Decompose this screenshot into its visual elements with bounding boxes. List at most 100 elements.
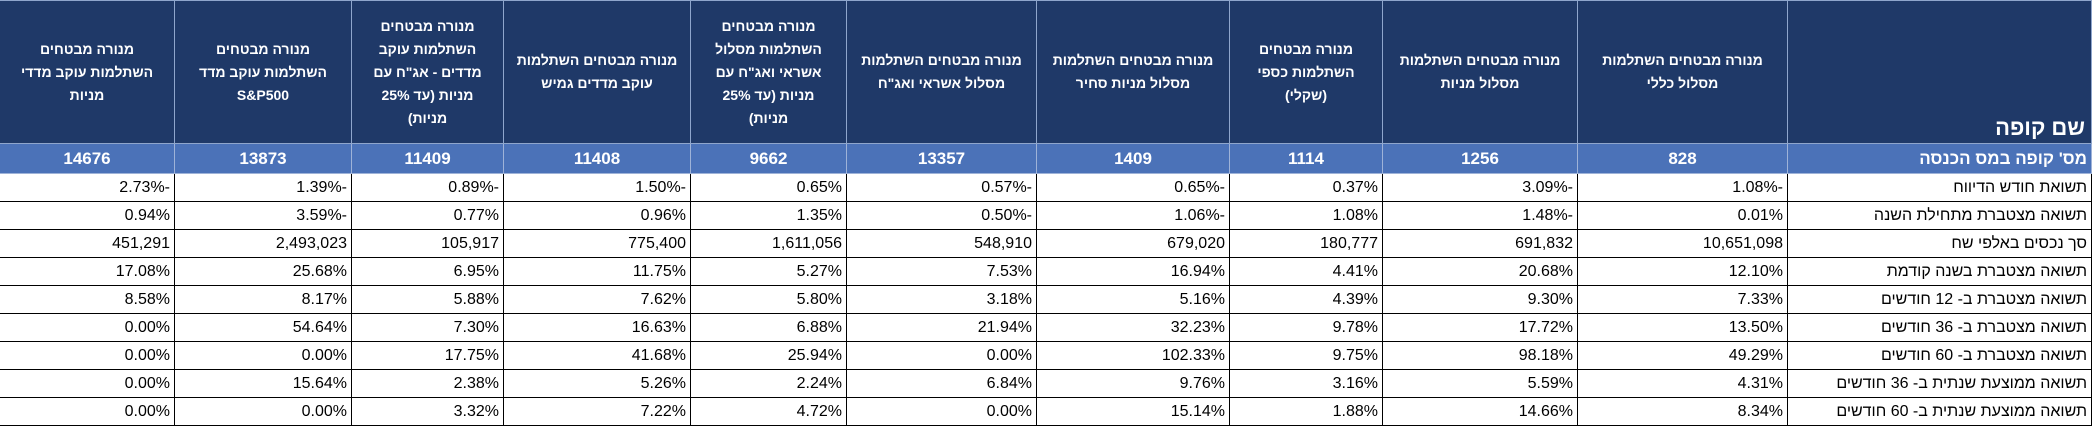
cell-value: 15.14% <box>1036 397 1230 426</box>
fund-number: 1256 <box>1382 143 1578 174</box>
fund-number: 13357 <box>846 143 1037 174</box>
cell-value: 25.68% <box>174 257 352 286</box>
cell-value: 10,651,098 <box>1577 229 1788 258</box>
cell-value: 5.59% <box>1382 369 1578 398</box>
cell-value: 102.33% <box>1036 341 1230 370</box>
cell-value: -3.59% <box>174 201 352 230</box>
cell-value: 0.00% <box>174 397 352 426</box>
cell-value: 2.24% <box>690 369 847 398</box>
row-label: תשואה מצטברת ב- 60 חודשים <box>1787 341 2092 370</box>
fund-number: 11408 <box>503 143 691 174</box>
cell-value: 0.00% <box>846 341 1037 370</box>
data-row: תשואת חודש הדיווח -1.08% -3.09% 0.37% -0.65%… <box>0 173 2092 202</box>
cell-value: 0.65% <box>690 173 847 202</box>
cell-value: 17.08% <box>0 257 175 286</box>
cell-value: 775,400 <box>503 229 691 258</box>
cell-value: -3.09% <box>1382 173 1578 202</box>
cell-value: 5.80% <box>690 285 847 314</box>
cell-value: 451,291 <box>0 229 175 258</box>
cell-value: -2.73% <box>0 173 175 202</box>
cell-value: 7.22% <box>503 397 691 426</box>
row-label: תשואת חודש הדיווח <box>1787 173 2092 202</box>
fund-number: 1114 <box>1229 143 1383 174</box>
cell-value: 9.75% <box>1229 341 1383 370</box>
cell-value: 16.94% <box>1036 257 1230 286</box>
cell-value: 0.00% <box>0 313 175 342</box>
data-row: תשואה ממוצעת שנתית ב- 36 חודשים 4.31% 5.59… <box>0 369 2092 398</box>
cell-value: 105,917 <box>351 229 504 258</box>
cell-value: 4.72% <box>690 397 847 426</box>
cell-value: 16.63% <box>503 313 691 342</box>
cell-value: 32.23% <box>1036 313 1230 342</box>
cell-value: 180,777 <box>1229 229 1383 258</box>
fund-number: 11409 <box>351 143 504 174</box>
cell-value: 0.00% <box>0 369 175 398</box>
cell-value: 3.32% <box>351 397 504 426</box>
row-label: תשואה ממוצעת שנתית ב- 60 חודשים <box>1787 397 2092 426</box>
row-label: סך נכסים באלפי שח <box>1787 229 2092 258</box>
corner-title: שם קופה <box>1787 0 2092 144</box>
cell-value: 0.77% <box>351 201 504 230</box>
cell-value: 0.96% <box>503 201 691 230</box>
cell-value: 49.29% <box>1577 341 1788 370</box>
row-label: תשואה מצטברת מתחילת השנה <box>1787 201 2092 230</box>
data-row: תשואה מצטברת מתחילת השנה 0.01% -1.48% 1.08%… <box>0 201 2092 230</box>
cell-value: 4.41% <box>1229 257 1383 286</box>
cell-value: 679,020 <box>1036 229 1230 258</box>
cell-value: 1.88% <box>1229 397 1383 426</box>
fund-number: 828 <box>1577 143 1788 174</box>
fund-number: 14676 <box>0 143 175 174</box>
column-header: מנורה מבטחים השתלמות מסלול מניות סחיר <box>1036 0 1230 144</box>
cell-value: 0.00% <box>846 397 1037 426</box>
cell-value: 20.68% <box>1382 257 1578 286</box>
cell-value: 7.30% <box>351 313 504 342</box>
cell-value: 0.01% <box>1577 201 1788 230</box>
cell-value: 1.35% <box>690 201 847 230</box>
cell-value: 9.76% <box>1036 369 1230 398</box>
column-header: מנורה מבטחים השתלמות מסלול כללי <box>1577 0 1788 144</box>
cell-value: -0.57% <box>846 173 1037 202</box>
cell-value: 14.66% <box>1382 397 1578 426</box>
cell-value: 8.58% <box>0 285 175 314</box>
data-row: תשואה מצטברת ב- 12 חודשים 7.33% 9.30% 4.39%… <box>0 285 2092 314</box>
cell-value: -1.06% <box>1036 201 1230 230</box>
fund-number-row: מס' קופה במס הכנסה 828 1256 1114 1409 13357 9… <box>0 143 2092 174</box>
column-header: מנורה מבטחים השתלמות עוקב מדדים - אג"ח ע… <box>351 0 504 144</box>
row-label: תשואה מצטברת ב- 36 חודשים <box>1787 313 2092 342</box>
cell-value: 8.34% <box>1577 397 1788 426</box>
cell-value: 9.30% <box>1382 285 1578 314</box>
cell-value: 5.16% <box>1036 285 1230 314</box>
cell-value: 691,832 <box>1382 229 1578 258</box>
data-row: תשואה מצטברת בשנה קודמת 12.10% 20.68% 4.41%… <box>0 257 2092 286</box>
cell-value: 21.94% <box>846 313 1037 342</box>
cell-value: 0.00% <box>0 397 175 426</box>
fund-number: 1409 <box>1036 143 1230 174</box>
header-row: שם קופה מנורה מבטחים השתלמות מסלול כללי מ… <box>0 0 2092 144</box>
data-row: תשואה ממוצעת שנתית ב- 60 חודשים 8.34% 14.6… <box>0 397 2092 426</box>
cell-value: 5.88% <box>351 285 504 314</box>
cell-value: 2.38% <box>351 369 504 398</box>
cell-value: -0.50% <box>846 201 1037 230</box>
cell-value: 4.39% <box>1229 285 1383 314</box>
cell-value: 548,910 <box>846 229 1037 258</box>
cell-value: -1.08% <box>1577 173 1788 202</box>
cell-value: 1.08% <box>1229 201 1383 230</box>
row-label: תשואה מצטברת ב- 12 חודשים <box>1787 285 2092 314</box>
cell-value: 13.50% <box>1577 313 1788 342</box>
cell-value: 0.00% <box>174 341 352 370</box>
cell-value: 3.16% <box>1229 369 1383 398</box>
cell-value: 0.00% <box>0 341 175 370</box>
cell-value: 11.75% <box>503 257 691 286</box>
cell-value: 2,493,023 <box>174 229 352 258</box>
cell-value: 1,611,056 <box>690 229 847 258</box>
table-header: שם קופה מנורה מבטחים השתלמות מסלול כללי מ… <box>0 0 2092 144</box>
cell-value: 6.84% <box>846 369 1037 398</box>
cell-value: 15.64% <box>174 369 352 398</box>
cell-value: 17.75% <box>351 341 504 370</box>
cell-value: 41.68% <box>503 341 691 370</box>
cell-value: 0.94% <box>0 201 175 230</box>
cell-value: 5.26% <box>503 369 691 398</box>
cell-value: 8.17% <box>174 285 352 314</box>
fund-number: 13873 <box>174 143 352 174</box>
cell-value: 6.88% <box>690 313 847 342</box>
